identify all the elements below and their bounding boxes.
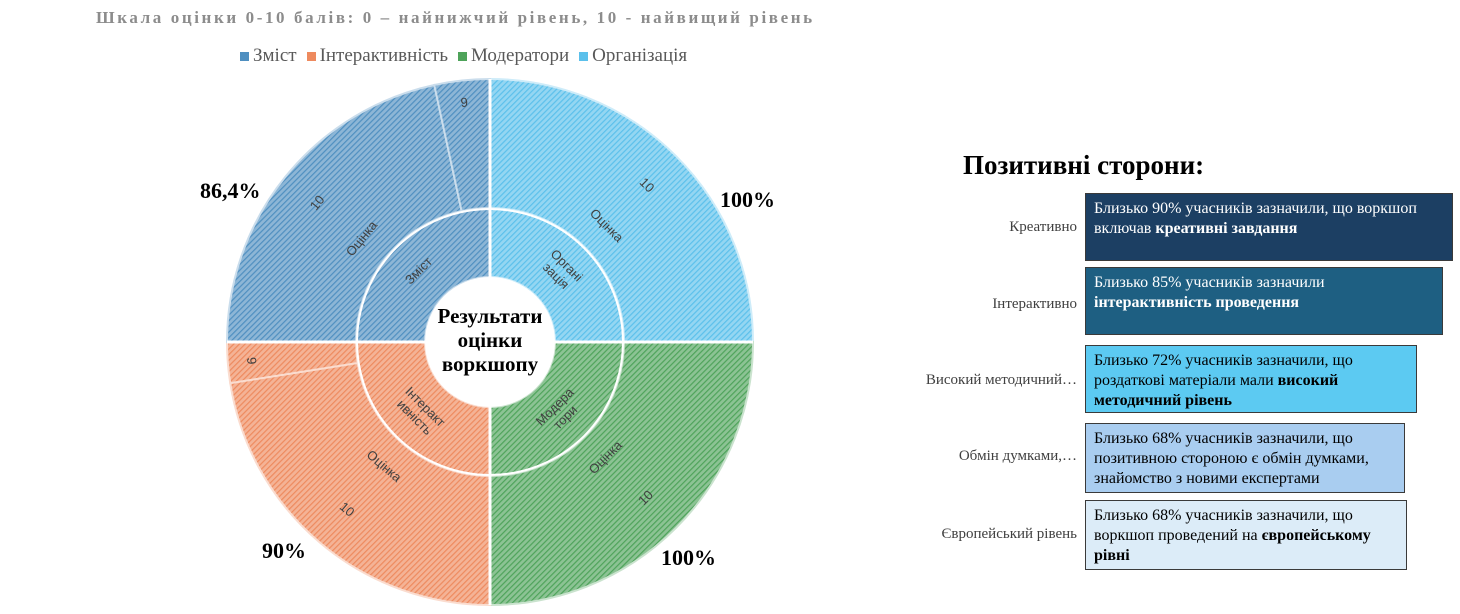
percent-label-organization: 100% — [720, 187, 775, 212]
score-label: 9 — [460, 94, 469, 110]
description-text: Близько 72% учасників зазначили, що розд… — [1094, 352, 1353, 389]
legend-swatch — [306, 51, 316, 61]
description-text: Близько 68% учасників зазначили, що пози… — [1094, 430, 1369, 487]
positive-row-box: Близько 68% учасників зазначили, що пози… — [1085, 423, 1405, 493]
positives-title: Позитивні сторони: — [963, 150, 1205, 180]
center-label: воркшопу — [442, 352, 539, 376]
legend-item-3: Організація — [579, 45, 687, 67]
legend-item-1: Інтерактивність — [306, 45, 448, 67]
legend-swatch — [240, 51, 249, 61]
positive-row-box: Близько 68% учасників зазначили, що ворк… — [1085, 500, 1407, 570]
percent-label-interactivity: 90% — [262, 538, 306, 563]
positive-row-box: Близько 72% учасників зазначили, що розд… — [1085, 345, 1417, 413]
legend-label: Зміст — [253, 45, 297, 66]
description-text: Близько 85% учасників зазначили — [1094, 274, 1325, 291]
sunburst-chart: Організація10ОцінкаМодератори10ОцінкаІнт… — [225, 77, 755, 607]
description-text: Близько 68% учасників зазначили, що ворк… — [1094, 507, 1353, 544]
positive-row-label: Інтерактивно — [992, 296, 1077, 312]
positive-row-label: Креативно — [1009, 219, 1077, 235]
highlight-text: креативні завдання — [1155, 220, 1298, 237]
highlight-text: інтерактивність проведення — [1094, 294, 1300, 311]
score-label: 9 — [244, 357, 260, 365]
description-text: Близько 90% учасників зазначили, що ворк… — [1094, 200, 1417, 237]
positive-row-label: Обмін думками,… — [958, 448, 1077, 464]
percent-label-zmist: 86,4% — [200, 178, 261, 203]
positive-row-box: Близько 85% учасників зазначили інтеракт… — [1085, 267, 1443, 335]
positive-row-label: Високий методичний… — [925, 372, 1077, 388]
scale-title: Шкала оцінки 0-10 балів: 0 – найнижчий р… — [96, 8, 815, 27]
chart-legend: Зміст Інтерактивність Модератори Організаці… — [240, 44, 687, 68]
positive-row-box: Близько 90% учасників зазначили, що ворк… — [1085, 193, 1453, 261]
highlight-text: високий методичний рівень — [1094, 372, 1339, 409]
legend-swatch — [579, 51, 589, 61]
legend-label: Модератори — [471, 45, 570, 66]
positive-row-label: Європейський рівень — [941, 526, 1077, 542]
legend-item-2: Модератори — [458, 45, 569, 67]
ring-boundary — [356, 208, 624, 476]
highlight-text: європейському рівні — [1094, 527, 1371, 564]
legend-label: Інтерактивність — [319, 45, 448, 66]
legend-label: Організація — [592, 45, 688, 66]
legend-item-0: Зміст — [240, 45, 297, 67]
center-hole — [425, 277, 555, 407]
percent-label-moderators: 100% — [661, 545, 716, 570]
legend-swatch — [458, 51, 467, 61]
center-label: Результати — [438, 304, 543, 328]
center-label: оцінки — [458, 328, 523, 352]
